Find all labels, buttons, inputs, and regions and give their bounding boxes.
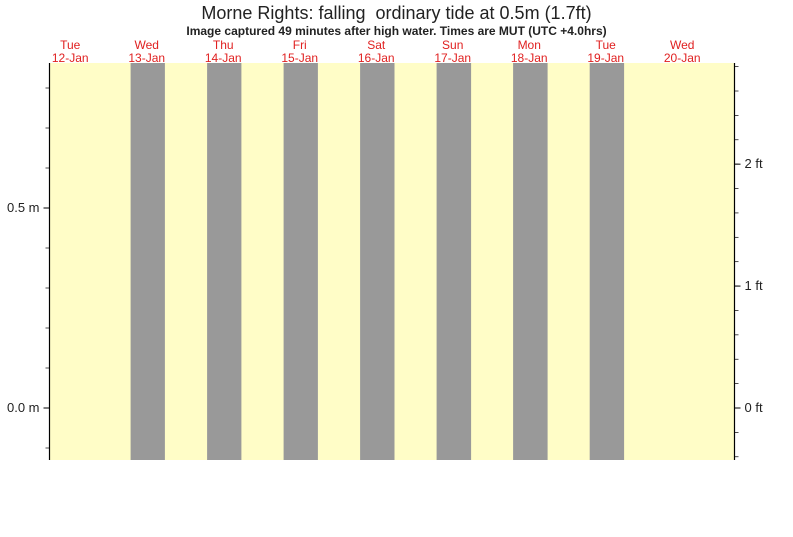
svg-text:0 ft: 0 ft xyxy=(745,400,763,415)
svg-text:2 ft: 2 ft xyxy=(745,156,763,171)
svg-text:0.5 m: 0.5 m xyxy=(7,200,40,215)
svg-text:0.0 m: 0.0 m xyxy=(7,400,40,415)
svg-text:1 ft: 1 ft xyxy=(745,278,763,293)
